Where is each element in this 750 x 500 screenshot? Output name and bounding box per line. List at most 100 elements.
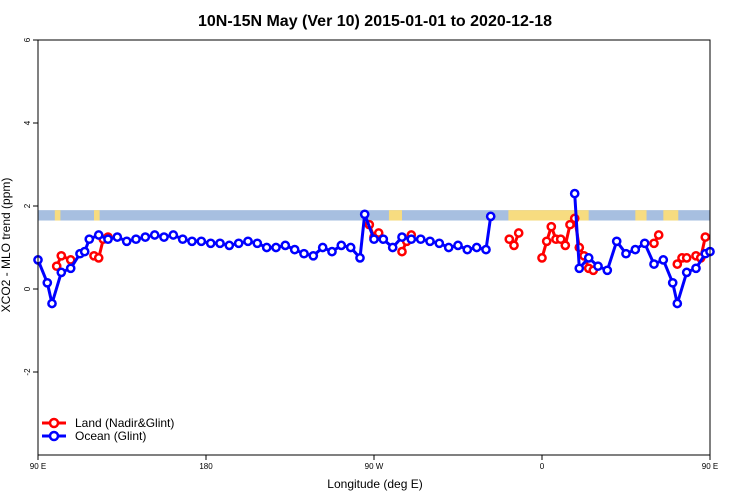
data-point xyxy=(658,255,669,265)
data-point xyxy=(434,238,445,249)
data-point xyxy=(667,277,678,288)
data-point xyxy=(565,219,575,230)
data-point xyxy=(177,234,188,245)
data-point xyxy=(345,242,356,253)
data-point xyxy=(681,267,692,278)
data-point xyxy=(700,232,711,242)
data-point xyxy=(205,238,216,249)
data-point xyxy=(42,277,53,288)
data-point xyxy=(378,234,389,245)
data-point xyxy=(84,234,95,245)
data-point xyxy=(504,234,515,245)
data-point xyxy=(336,240,347,251)
data-point xyxy=(261,242,272,253)
data-point xyxy=(317,242,328,253)
data-point xyxy=(569,188,580,199)
data-point xyxy=(513,228,524,238)
legend-item-land: Land (Nadir&Glint) xyxy=(42,416,174,430)
data-point xyxy=(252,238,263,249)
x-tick-label: 90 E xyxy=(30,462,46,471)
data-point xyxy=(681,253,692,263)
data-point xyxy=(47,298,57,309)
data-point xyxy=(56,267,67,278)
data-point xyxy=(630,244,641,255)
data-point xyxy=(462,244,473,255)
data-point xyxy=(541,236,552,247)
data-point xyxy=(65,263,76,274)
data-point xyxy=(621,248,631,259)
data-point xyxy=(471,242,482,253)
data-point xyxy=(355,253,365,263)
data-point xyxy=(327,246,337,257)
land-band-segment xyxy=(663,210,679,221)
data-point xyxy=(672,259,683,269)
data-point xyxy=(140,232,151,242)
data-point xyxy=(485,211,496,222)
data-point xyxy=(93,230,104,240)
data-point xyxy=(555,234,566,245)
x-tick-label: 90 W xyxy=(365,462,384,471)
chart-title: 10N-15N May (Ver 10) 2015-01-01 to 2020-… xyxy=(198,13,552,30)
series-layer xyxy=(33,188,715,309)
ocean-band xyxy=(38,210,710,221)
data-point xyxy=(112,232,123,242)
data-point xyxy=(159,232,169,242)
data-point xyxy=(649,259,659,269)
land-band-segment xyxy=(508,210,589,221)
data-point xyxy=(131,234,141,245)
data-point xyxy=(546,221,557,232)
data-point xyxy=(574,263,585,274)
land-ocean-band xyxy=(38,210,710,221)
data-point xyxy=(233,238,244,249)
data-point xyxy=(103,234,113,245)
data-point xyxy=(289,244,300,255)
data-point xyxy=(560,240,571,251)
land-band-segment xyxy=(94,210,100,221)
x-tick-label: 180 xyxy=(199,462,213,471)
legend-marker-ocean xyxy=(48,430,60,442)
data-point xyxy=(280,240,291,251)
data-point xyxy=(168,230,179,240)
data-point xyxy=(453,240,463,251)
data-point xyxy=(56,250,67,261)
data-point xyxy=(308,250,319,261)
data-point xyxy=(649,238,659,249)
y-tick-label: 4 xyxy=(23,120,32,125)
data-point xyxy=(299,248,309,259)
data-point xyxy=(481,244,491,255)
legend-marker-land xyxy=(48,417,60,429)
data-point xyxy=(79,246,90,257)
data-point xyxy=(387,242,398,253)
data-point xyxy=(443,242,454,253)
data-point xyxy=(593,261,603,272)
data-point xyxy=(271,242,281,253)
data-point xyxy=(611,236,622,247)
x-axis-label: Longitude (deg E) xyxy=(327,477,422,491)
x-axis-ticks: 90 E 180 90 W 0 90 E xyxy=(30,455,718,471)
data-point xyxy=(537,253,547,263)
data-point xyxy=(243,236,253,247)
land-band-segment xyxy=(388,210,402,221)
data-point xyxy=(653,230,664,240)
data-point xyxy=(373,228,384,238)
data-point xyxy=(149,230,160,240)
data-point xyxy=(93,253,104,263)
x-tick-label: 90 E xyxy=(702,462,718,471)
data-point xyxy=(187,236,197,247)
legend-label-ocean: Ocean (Glint) xyxy=(75,429,146,443)
data-point xyxy=(415,234,426,245)
data-point xyxy=(691,263,701,274)
y-tick-label: 0 xyxy=(23,286,32,291)
legend-item-ocean: Ocean (Glint) xyxy=(42,429,146,443)
data-point xyxy=(369,234,379,245)
y-tick-label: 6 xyxy=(23,37,32,42)
data-point xyxy=(425,236,435,247)
data-point xyxy=(509,240,519,251)
land-band-segment xyxy=(635,210,647,221)
y-axis-label: XCO2 - MLO trend (ppm) xyxy=(0,178,13,313)
data-point xyxy=(121,236,132,247)
data-point xyxy=(406,234,417,245)
legend-label-land: Land (Nadir&Glint) xyxy=(75,416,174,430)
data-point xyxy=(215,238,225,249)
